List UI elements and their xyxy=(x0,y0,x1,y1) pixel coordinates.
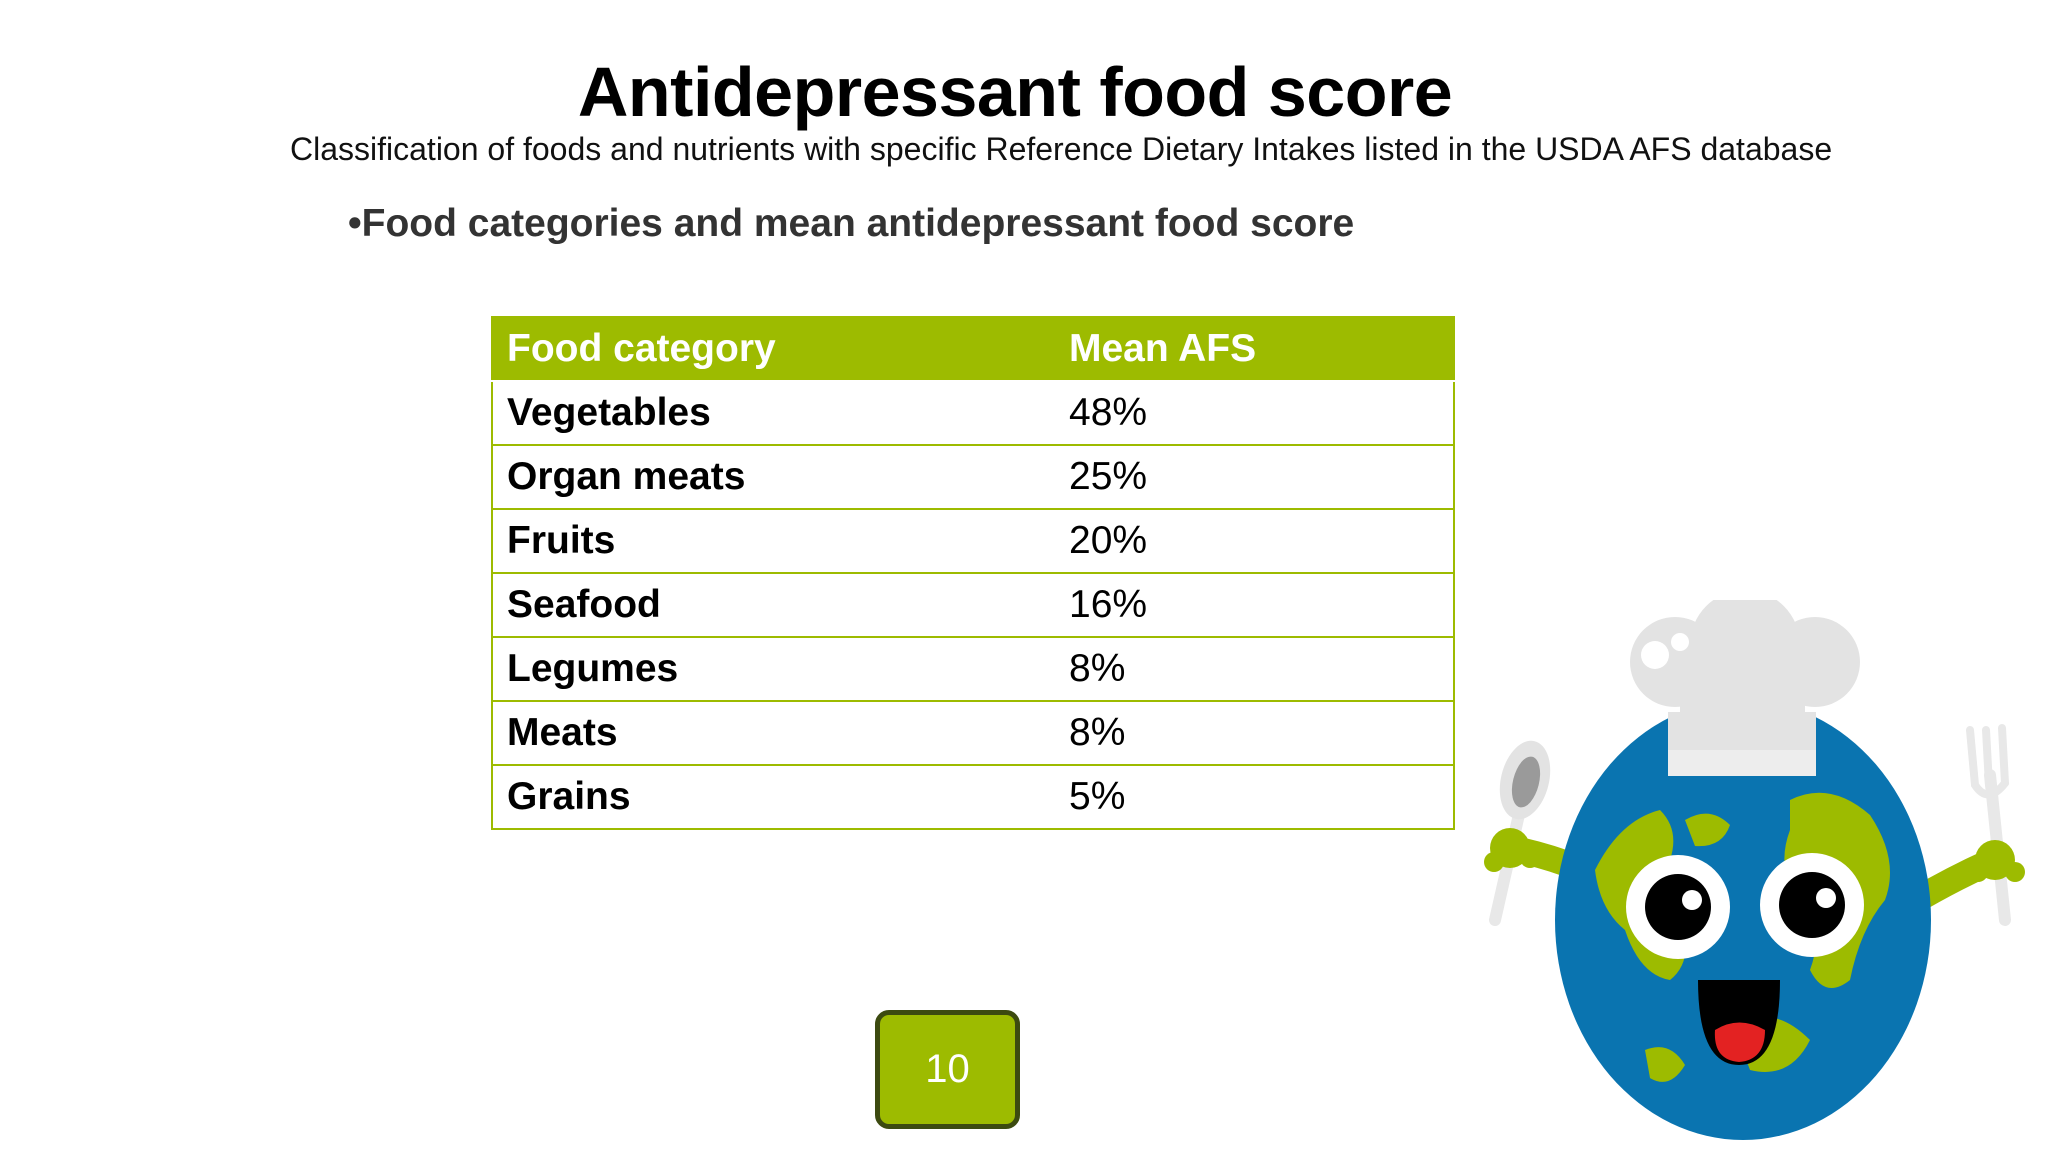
food-category-cell: Seafood xyxy=(492,573,1055,638)
food-category-cell: Meats xyxy=(492,701,1055,766)
food-category-cell: Vegetables xyxy=(492,381,1055,446)
mean-afs-cell: 25% xyxy=(1055,445,1454,510)
table-row: Vegetables 48% xyxy=(492,381,1454,446)
column-header-food-category: Food category xyxy=(492,317,1055,382)
mean-afs-cell: 8% xyxy=(1055,637,1454,702)
mean-afs-cell: 16% xyxy=(1055,573,1454,638)
table-row: Legumes 8% xyxy=(492,637,1454,702)
mean-afs-cell: 8% xyxy=(1055,701,1454,766)
table-row: Meats 8% xyxy=(492,701,1454,766)
mean-afs-cell: 5% xyxy=(1069,775,1126,818)
chef-earth-mascot-icon xyxy=(1484,600,2025,1140)
mean-afs-cell: 48% xyxy=(1055,381,1454,446)
table-row: Grains 5% xyxy=(492,765,1454,829)
bullet-point: •Food categories and mean antidepressant… xyxy=(348,202,1355,245)
column-header-mean-afs: Mean AFS xyxy=(1055,317,1454,382)
afs-table: Food category Mean AFS Vegetables 48% Or… xyxy=(491,316,1455,830)
table-row: Fruits 20% xyxy=(492,509,1454,574)
slide-subtitle: Classification of foods and nutrients wi… xyxy=(290,131,1833,167)
food-category-cell: Fruits xyxy=(492,509,1055,574)
food-category-cell: Grains xyxy=(507,775,631,818)
table-row: Seafood 16% xyxy=(492,573,1454,638)
table-header-row: Food category Mean AFS xyxy=(492,317,1454,382)
food-category-cell: Organ meats xyxy=(492,445,1055,510)
table-row: Organ meats 25% xyxy=(492,445,1454,510)
mean-afs-cell: 20% xyxy=(1055,509,1454,574)
food-category-cell: Legumes xyxy=(492,637,1055,702)
page-number-badge: 10 xyxy=(875,1010,1020,1129)
slide-title: Antidepressant food score xyxy=(577,53,1453,131)
